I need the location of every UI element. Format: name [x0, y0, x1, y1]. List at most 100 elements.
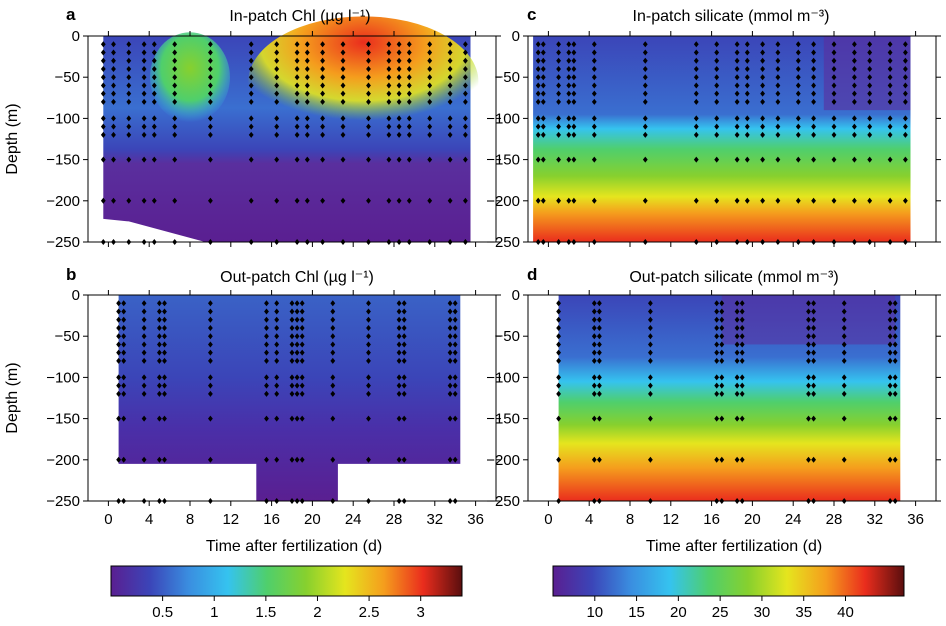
sample-point: [903, 197, 908, 204]
sample-point: [597, 415, 602, 422]
sample-point: [566, 74, 572, 81]
sample-point: [463, 156, 468, 163]
sample-point: [289, 308, 295, 315]
sample-point: [760, 82, 765, 89]
sample-point: [795, 82, 801, 89]
sample-point: [401, 333, 407, 340]
sample-point: [892, 333, 898, 340]
sample-point: [734, 156, 740, 163]
panel-c-frame: [527, 35, 937, 243]
sample-point: [734, 197, 740, 204]
sample-point: [841, 390, 847, 397]
sample-point: [151, 57, 157, 64]
sample-point: [248, 49, 254, 56]
sample-point: [172, 115, 178, 122]
sample-point: [591, 456, 597, 463]
sample-point: [719, 333, 725, 340]
sample-point: [556, 374, 561, 381]
sample-point: [447, 49, 453, 56]
sample-point: [648, 333, 653, 340]
sample-point: [208, 308, 213, 315]
sample-point: [811, 316, 816, 323]
sample-point: [100, 156, 106, 163]
sample-point: [795, 123, 801, 130]
sample-point: [693, 197, 699, 204]
sample-point: [294, 324, 300, 331]
sample-point: [386, 57, 392, 64]
sample-point: [294, 300, 300, 307]
sample-point: [141, 156, 147, 163]
sample-point: [330, 357, 336, 364]
sample-point: [208, 90, 213, 97]
sample-point: [540, 57, 546, 64]
sample-point: [811, 357, 816, 364]
sample-point: [447, 374, 453, 381]
sample-point: [248, 90, 254, 97]
sample-point: [304, 156, 310, 163]
sample-point: [406, 41, 412, 48]
sample-point: [111, 41, 116, 48]
sample-point: [447, 41, 453, 48]
sample-point: [811, 82, 816, 89]
sample-point: [739, 456, 745, 463]
sample-point: [811, 374, 816, 381]
colorbar-tick-label: 2.5: [359, 604, 380, 621]
sample-point: [693, 123, 699, 130]
sample-point: [556, 98, 561, 105]
sample-point: [597, 300, 602, 307]
sample-point: [396, 456, 402, 463]
sample-point: [264, 374, 269, 381]
sample-point: [535, 90, 541, 97]
sample-point: [714, 300, 720, 307]
sample-point: [304, 131, 310, 138]
sample-point: [141, 415, 147, 422]
sample-point: [841, 415, 847, 422]
sample-point: [289, 456, 295, 463]
sample-point: [126, 131, 132, 138]
sample-point: [274, 374, 280, 381]
sample-point: [591, 382, 597, 389]
sample-point: [556, 57, 561, 64]
sample-point: [795, 115, 801, 122]
y-tick-label: −150: [46, 152, 80, 169]
sample-point: [739, 357, 745, 364]
sample-point: [274, 156, 280, 163]
sample-point: [714, 57, 720, 64]
sample-point: [141, 349, 147, 356]
sample-point: [734, 316, 740, 323]
sample-point: [396, 324, 402, 331]
sample-point: [867, 156, 873, 163]
sample-point: [775, 49, 781, 56]
sample-point: [330, 349, 336, 356]
sample-point: [116, 415, 121, 422]
sample-point: [760, 49, 765, 56]
sample-point: [841, 316, 847, 323]
sample-point: [714, 49, 720, 56]
sample-point: [208, 98, 213, 105]
sample-point: [121, 349, 127, 356]
panel-c-letter: c: [527, 5, 536, 24]
sample-point: [556, 316, 561, 323]
sample-point: [330, 324, 336, 331]
sample-point: [452, 308, 458, 315]
sample-point: [892, 300, 898, 307]
sample-point: [892, 357, 898, 364]
sample-point: [294, 333, 300, 340]
sample-point: [739, 390, 745, 397]
sample-point: [571, 90, 577, 97]
colorbar-tick-label: 25: [712, 604, 729, 621]
sample-point: [852, 131, 857, 138]
sample-point: [427, 74, 433, 81]
panel-a-field-green: [150, 32, 230, 123]
sample-point: [744, 74, 750, 81]
sample-point: [887, 333, 893, 340]
sample-point: [208, 333, 213, 340]
sample-point: [141, 333, 147, 340]
sample-point: [172, 197, 178, 204]
sample-point: [597, 308, 602, 315]
sample-point: [330, 316, 336, 323]
sample-point: [274, 115, 280, 122]
sample-point: [111, 49, 116, 56]
sample-point: [294, 341, 300, 348]
